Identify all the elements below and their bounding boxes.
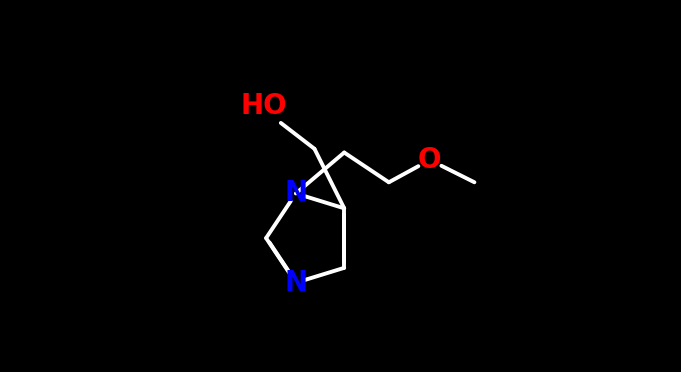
Text: N: N [284,179,307,208]
Text: N: N [284,269,307,297]
Text: O: O [418,146,441,174]
Text: HO: HO [241,92,287,120]
